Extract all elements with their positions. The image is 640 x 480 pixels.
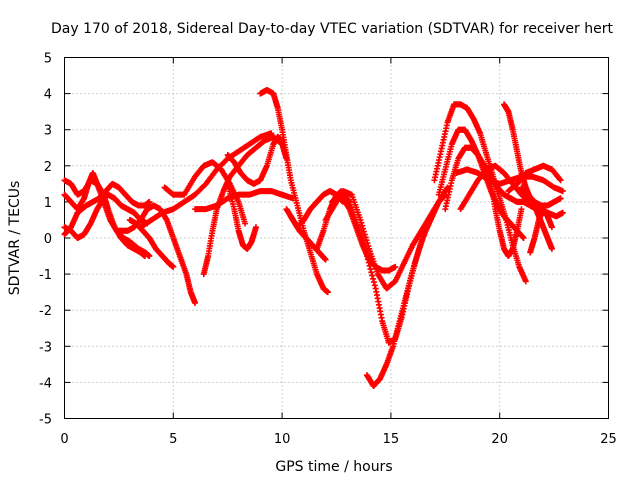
data-point: [559, 209, 566, 216]
x-tick-label: 25: [600, 432, 617, 447]
series-trace-2: [61, 177, 149, 260]
data-point: [392, 263, 399, 270]
series-trace-29: [527, 206, 555, 256]
series-trace-7: [137, 130, 275, 231]
y-tick-label: 2: [44, 160, 52, 175]
data-point: [522, 278, 529, 285]
x-tick-label: 20: [491, 432, 508, 447]
data-point: [146, 198, 153, 205]
data-point: [359, 238, 366, 245]
y-tick-label: 5: [44, 52, 52, 67]
data-point: [557, 177, 564, 184]
data-point: [368, 269, 375, 276]
series-trace-22: [442, 144, 547, 216]
data-point: [358, 235, 365, 242]
data-point: [324, 289, 331, 296]
y-tick-label: -2: [39, 304, 52, 319]
data-point: [365, 259, 372, 266]
y-axis-ticks: -5 -4 -3 -2 -1 0 1 2 3 4 5: [39, 52, 609, 428]
data-point: [242, 220, 249, 227]
y-tick-label: 0: [44, 232, 52, 247]
x-tick-label: 10: [274, 432, 291, 447]
chart-title: Day 170 of 2018, Sidereal Day-to-day VTE…: [51, 21, 613, 37]
data-point: [363, 237, 370, 244]
data-point: [363, 253, 370, 260]
data-point: [518, 206, 525, 213]
x-axis-label: GPS time / hours: [275, 459, 392, 475]
data-point: [355, 224, 362, 231]
series-trace-12: [224, 180, 259, 252]
y-tick-label: 3: [44, 124, 52, 139]
data-point: [369, 272, 376, 279]
data-point: [364, 256, 371, 263]
y-tick-label: -4: [39, 376, 52, 391]
data-point: [345, 197, 352, 204]
data-point: [548, 245, 555, 252]
data-point: [322, 256, 329, 263]
series-trace-15: [287, 188, 347, 231]
data-point: [557, 195, 564, 202]
data-point: [362, 247, 369, 254]
data-point: [360, 225, 367, 232]
data-point: [367, 266, 374, 273]
data-point: [252, 224, 259, 231]
series-trace-28: [518, 184, 564, 209]
data-point: [360, 241, 367, 248]
series-trace-25: [487, 180, 525, 260]
x-tick-label: 15: [383, 432, 400, 447]
data-point: [548, 224, 555, 231]
x-tick-label: 5: [169, 432, 177, 447]
data-points: [61, 86, 566, 390]
y-tick-label: -5: [39, 413, 52, 428]
data-point: [364, 240, 371, 247]
data-point: [142, 253, 149, 260]
data-point: [356, 227, 363, 234]
x-axis-ticks: 0 5 10 15 20 25: [60, 57, 617, 447]
data-point: [192, 299, 199, 306]
data-point: [370, 279, 377, 286]
data-point: [370, 275, 377, 282]
series-trace-20: [431, 101, 529, 285]
data-point: [556, 176, 563, 183]
y-tick-label: 4: [44, 88, 52, 103]
data-point: [360, 228, 367, 235]
data-point: [359, 222, 366, 229]
data-point: [559, 188, 566, 195]
series-trace-27: [505, 162, 564, 195]
data-point: [170, 263, 177, 270]
data-point: [371, 282, 378, 289]
data-point: [357, 229, 364, 236]
x-tick-label: 0: [60, 432, 68, 447]
data-point: [365, 242, 372, 249]
data-point: [357, 232, 364, 239]
y-tick-label: -1: [39, 268, 52, 283]
series-trace-9: [192, 188, 296, 213]
y-tick-label: -3: [39, 340, 52, 355]
series-trace-3: [61, 191, 151, 241]
data-point: [363, 250, 370, 257]
data-point: [520, 235, 527, 241]
y-tick-label: 1: [44, 196, 52, 211]
y-axis-label: SDTVAR / TECUs: [7, 181, 23, 296]
series-trace-4: [61, 180, 153, 238]
data-point: [361, 244, 368, 251]
data-point: [361, 231, 368, 238]
data-point: [362, 234, 369, 241]
data-point: [366, 262, 373, 269]
